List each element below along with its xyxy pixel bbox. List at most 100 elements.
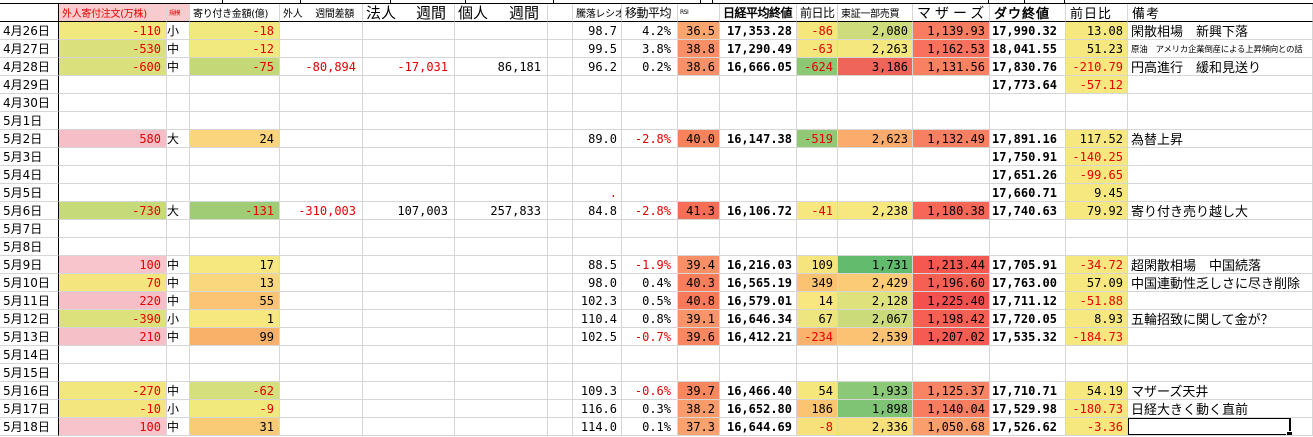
dow-change-cell[interactable]: -210.79: [1066, 58, 1128, 76]
individual-weekly-cell[interactable]: [455, 418, 548, 436]
rsi-cell[interactable]: [678, 166, 720, 184]
dow-change-cell[interactable]: 79.92: [1066, 202, 1128, 220]
moving-average-header[interactable]: 移動平均: [622, 4, 678, 22]
foreign-orders-cell[interactable]: 70: [59, 274, 167, 292]
nikkei-close-cell[interactable]: [720, 94, 797, 112]
updown-ratio-cell[interactable]: 98.7: [573, 22, 622, 40]
corporate-weekly-cell[interactable]: [363, 364, 455, 382]
moving-average-cell[interactable]: 0.5%: [622, 292, 678, 310]
mothers-cell[interactable]: [913, 184, 990, 202]
date-cell[interactable]: 5月2日: [0, 130, 59, 148]
dow-close-cell[interactable]: 17,740.63: [990, 202, 1066, 220]
mothers-cell[interactable]: 1,050.68: [913, 418, 990, 436]
date-cell[interactable]: 4月29日: [0, 76, 59, 94]
updown-ratio-cell[interactable]: [573, 76, 622, 94]
mothers-cell[interactable]: [913, 166, 990, 184]
memo-cell[interactable]: マザーズ天井: [1128, 382, 1313, 400]
individual-weekly-cell[interactable]: [455, 256, 548, 274]
opening-amount-cell[interactable]: [190, 148, 280, 166]
nikkei-change-cell[interactable]: -86: [797, 22, 838, 40]
nikkei-change-header[interactable]: 前日比: [797, 4, 838, 22]
mothers-cell[interactable]: 1,132.49: [913, 130, 990, 148]
foreign-orders-cell[interactable]: [59, 346, 167, 364]
spacer-cell[interactable]: [548, 274, 573, 292]
individual-weekly-cell[interactable]: [455, 274, 548, 292]
foreign-weekly-cell[interactable]: [280, 418, 363, 436]
mothers-cell[interactable]: 1,162.53: [913, 40, 990, 58]
dow-close-cell[interactable]: [990, 94, 1066, 112]
individual-weekly-cell[interactable]: [455, 328, 548, 346]
foreign-weekly-cell[interactable]: [280, 328, 363, 346]
nikkei-change-cell[interactable]: [797, 184, 838, 202]
date-cell[interactable]: 5月3日: [0, 148, 59, 166]
dow-close-cell[interactable]: [990, 112, 1066, 130]
opening-amount-cell[interactable]: [190, 220, 280, 238]
rsi-cell[interactable]: 40.3: [678, 274, 720, 292]
dow-change-cell[interactable]: 54.19: [1066, 382, 1128, 400]
memo-cell[interactable]: 円高進行 緩和見送り: [1128, 58, 1313, 76]
foreign-orders-cell[interactable]: -390: [59, 310, 167, 328]
updown-ratio-cell[interactable]: 116.6: [573, 400, 622, 418]
foreign-weekly-cell[interactable]: [280, 148, 363, 166]
foreign-orders-cell[interactable]: [59, 166, 167, 184]
memo-cell[interactable]: [1128, 184, 1313, 202]
individual-weekly-cell[interactable]: 257,833: [455, 202, 548, 220]
opening-amount-cell[interactable]: -131: [190, 202, 280, 220]
size-cell[interactable]: 中: [167, 256, 190, 274]
tse-volume-cell[interactable]: 2,623: [838, 130, 913, 148]
date-cell[interactable]: 5月5日: [0, 184, 59, 202]
size-header[interactable]: 規模: [167, 4, 190, 22]
nikkei-change-cell[interactable]: -519: [797, 130, 838, 148]
nikkei-change-cell[interactable]: -8: [797, 418, 838, 436]
updown-ratio-cell[interactable]: [573, 166, 622, 184]
foreign-orders-cell[interactable]: 100: [59, 418, 167, 436]
individual-weekly-cell[interactable]: [455, 364, 548, 382]
date-cell[interactable]: 5月16日: [0, 382, 59, 400]
rsi-cell[interactable]: [678, 184, 720, 202]
memo-cell[interactable]: 寄り付き売り越し大: [1128, 202, 1313, 220]
moving-average-cell[interactable]: [622, 184, 678, 202]
moving-average-cell[interactable]: 4.2%: [622, 22, 678, 40]
rsi-cell[interactable]: [678, 238, 720, 256]
foreign-weekly-cell[interactable]: [280, 166, 363, 184]
nikkei-close-cell[interactable]: 16,579.01: [720, 292, 797, 310]
nikkei-change-cell[interactable]: 109: [797, 256, 838, 274]
foreign-orders-cell[interactable]: [59, 220, 167, 238]
updown-ratio-cell[interactable]: .: [573, 184, 622, 202]
nikkei-change-cell[interactable]: [797, 166, 838, 184]
updown-ratio-cell[interactable]: [573, 94, 622, 112]
date-cell[interactable]: 5月10日: [0, 274, 59, 292]
spacer-cell[interactable]: [548, 310, 573, 328]
opening-amount-cell[interactable]: [190, 166, 280, 184]
nikkei-close-cell[interactable]: [720, 166, 797, 184]
opening-amount-cell[interactable]: -12: [190, 40, 280, 58]
opening-amount-cell[interactable]: -18: [190, 22, 280, 40]
dow-close-cell[interactable]: 18,041.55: [990, 40, 1066, 58]
nikkei-close-cell[interactable]: 16,644.69: [720, 418, 797, 436]
mothers-cell[interactable]: 1,198.42: [913, 310, 990, 328]
updown-ratio-cell[interactable]: [573, 148, 622, 166]
tse-volume-cell[interactable]: [838, 184, 913, 202]
foreign-weekly-cell[interactable]: [280, 256, 363, 274]
dow-change-cell[interactable]: 9.45: [1066, 184, 1128, 202]
nikkei-change-cell[interactable]: -624: [797, 58, 838, 76]
moving-average-cell[interactable]: [622, 94, 678, 112]
foreign-weekly-cell[interactable]: [280, 76, 363, 94]
rsi-cell[interactable]: [678, 346, 720, 364]
date-cell[interactable]: 4月27日: [0, 40, 59, 58]
corporate-weekly-header[interactable]: 法人 週間: [363, 4, 455, 22]
spacer-cell[interactable]: [548, 328, 573, 346]
tse-volume-cell[interactable]: 1,933: [838, 382, 913, 400]
memo-cell[interactable]: [1128, 94, 1313, 112]
mothers-cell[interactable]: 1,140.04: [913, 400, 990, 418]
nikkei-close-cell[interactable]: 17,353.28: [720, 22, 797, 40]
date-cell[interactable]: 5月12日: [0, 310, 59, 328]
size-cell[interactable]: [167, 220, 190, 238]
rsi-cell[interactable]: 38.8: [678, 40, 720, 58]
moving-average-cell[interactable]: [622, 148, 678, 166]
nikkei-change-cell[interactable]: [797, 148, 838, 166]
memo-cell[interactable]: [1128, 166, 1313, 184]
size-cell[interactable]: [167, 238, 190, 256]
date-cell[interactable]: 5月4日: [0, 166, 59, 184]
mothers-cell[interactable]: 1,131.56: [913, 58, 990, 76]
